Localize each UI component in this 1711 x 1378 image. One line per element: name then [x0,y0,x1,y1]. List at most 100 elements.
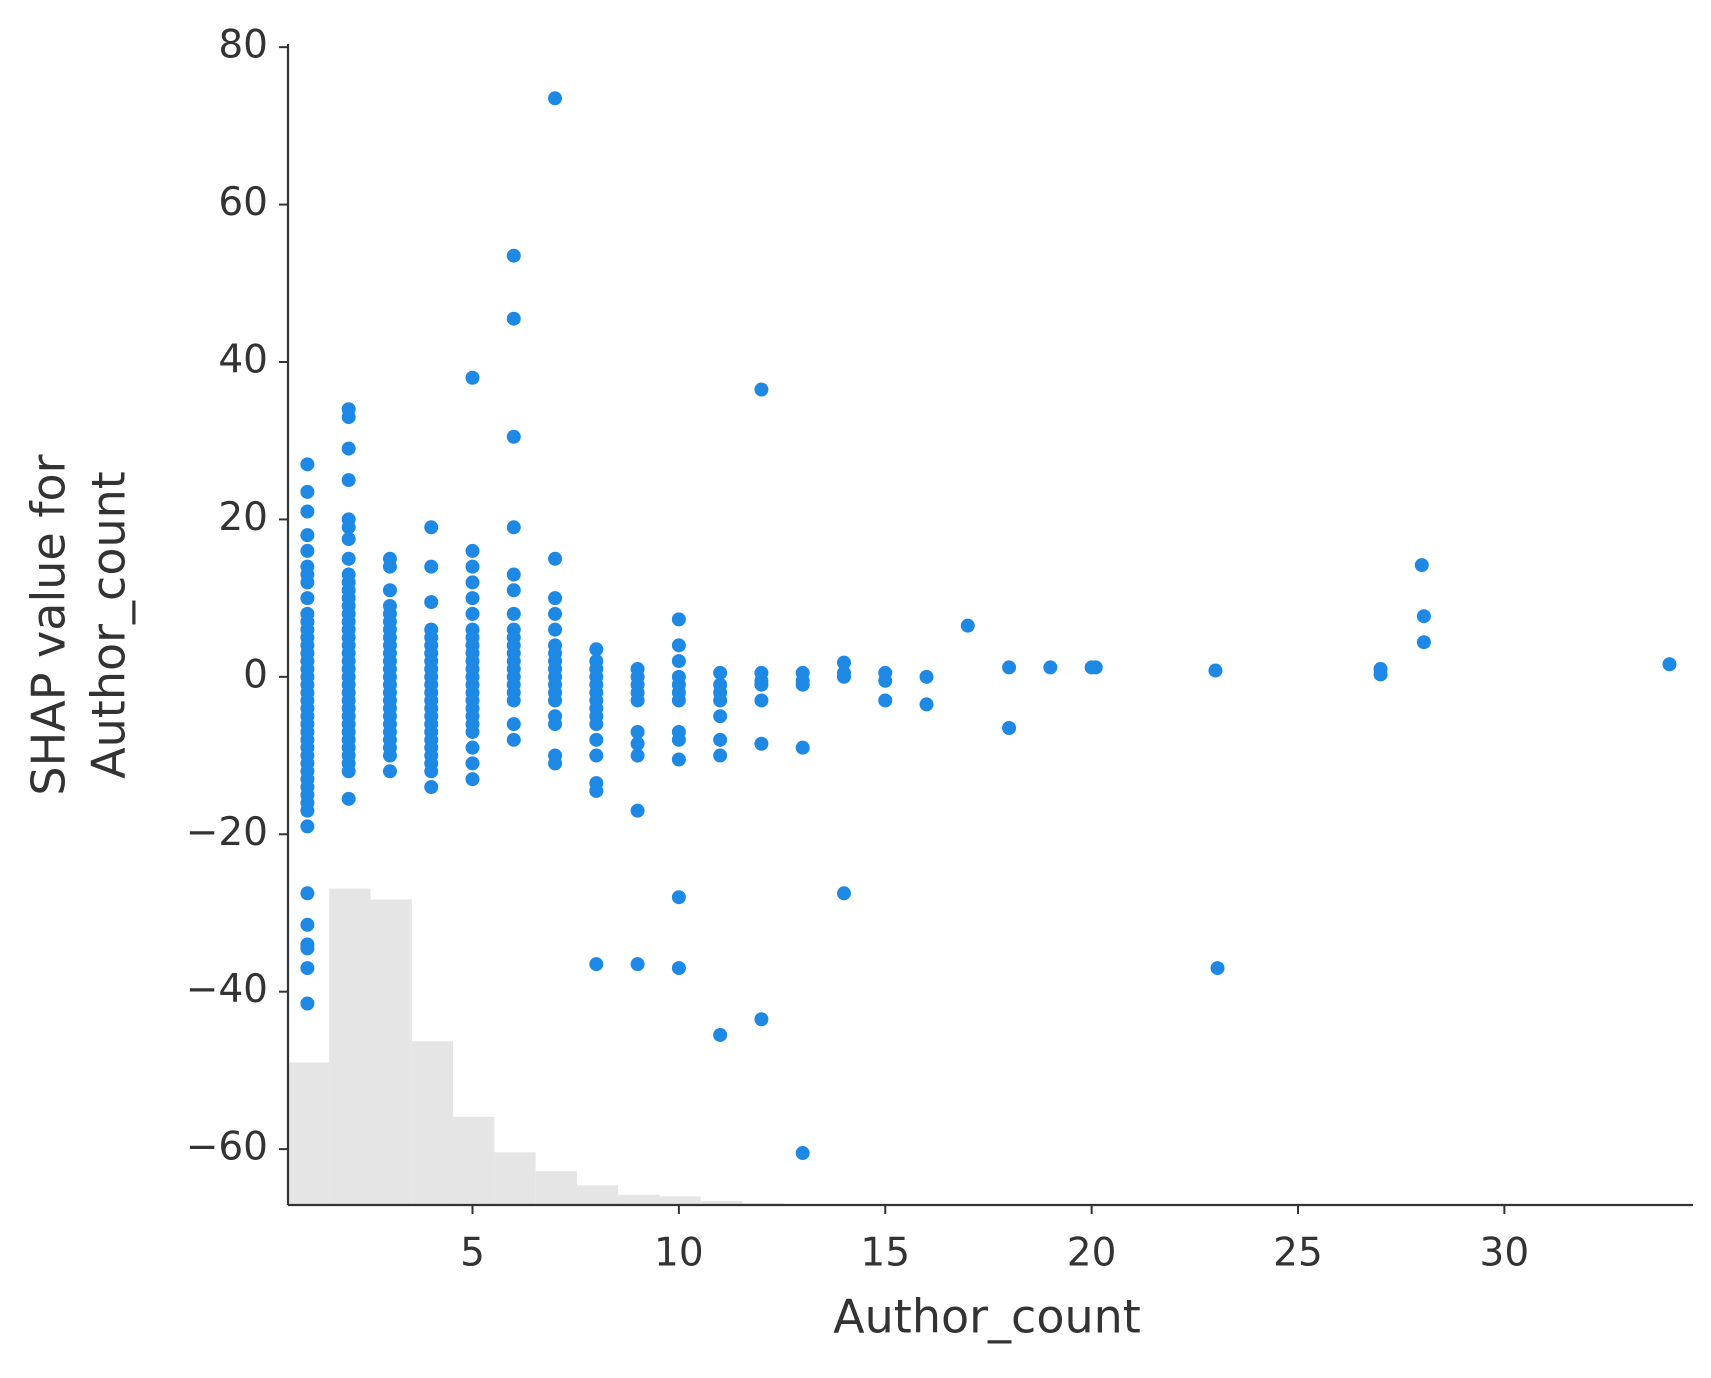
point [795,677,810,692]
point [506,248,521,263]
point [341,473,356,488]
point [1414,558,1429,573]
point [465,575,480,590]
point [919,697,934,712]
histogram-bar [453,1116,495,1205]
y-tick-label: 80 [218,23,268,68]
point [300,996,315,1011]
point [341,532,356,547]
point [1208,663,1223,678]
point [506,693,521,708]
point [960,618,975,633]
point [630,693,645,708]
point [300,457,315,472]
point [341,791,356,806]
point [671,693,686,708]
point [754,1012,769,1027]
point [548,756,563,771]
point [795,1146,810,1161]
point [300,917,315,932]
point [630,748,645,763]
histogram-bar [535,1171,577,1205]
point [795,740,810,755]
point [341,551,356,566]
point [465,559,480,574]
point [465,772,480,787]
point [300,803,315,818]
point [548,606,563,621]
point [300,504,315,519]
point [382,764,397,779]
point [1210,961,1225,976]
point [300,528,315,543]
x-tick-label: 30 [1480,1231,1530,1276]
y-axis-label-line: Author_count [82,471,136,779]
x-tick-label: 20 [1067,1231,1117,1276]
histogram-bar [618,1194,660,1205]
y-tick-label: 40 [218,337,268,382]
point [424,764,439,779]
point [671,654,686,669]
point [465,591,480,606]
point [754,382,769,397]
point [341,764,356,779]
point [713,732,728,747]
point [300,886,315,901]
point [1002,660,1017,675]
point [465,370,480,385]
point [630,957,645,972]
point [506,520,521,535]
point [589,783,604,798]
point [754,736,769,751]
point [506,583,521,598]
point [382,583,397,598]
point [1416,635,1431,650]
point [300,591,315,606]
point [506,717,521,732]
x-tick-label: 5 [460,1231,485,1276]
point [671,638,686,653]
point [548,91,563,106]
point [671,732,686,747]
point [878,693,893,708]
point [300,484,315,499]
point [671,752,686,767]
point [300,961,315,976]
point [465,606,480,621]
y-axis-label-line: SHAP value for [22,454,76,795]
point [713,693,728,708]
point [713,709,728,724]
point [548,717,563,732]
point [836,655,851,670]
histogram-bar [288,1062,330,1205]
histogram-bar [576,1185,619,1205]
y-tick-label: −60 [186,1125,268,1170]
point [548,551,563,566]
point [506,732,521,747]
point [548,622,563,637]
point [548,591,563,606]
point [424,520,439,535]
point [713,1027,728,1042]
point [754,677,769,692]
point [589,748,604,763]
x-tick-label: 15 [860,1231,910,1276]
point [1043,660,1058,675]
point [548,693,563,708]
x-axis-label: Author_count [833,1290,1141,1344]
point [465,543,480,558]
point [506,311,521,326]
point [506,567,521,582]
point [1088,660,1103,675]
point [589,642,604,657]
point [589,732,604,747]
histogram-bar [329,888,371,1205]
point [1373,667,1388,682]
point [300,819,315,834]
point [1002,721,1017,736]
histogram-bar [700,1201,743,1205]
point [630,724,645,739]
point [300,941,315,956]
point [341,520,356,535]
x-tick-label: 25 [1273,1231,1323,1276]
